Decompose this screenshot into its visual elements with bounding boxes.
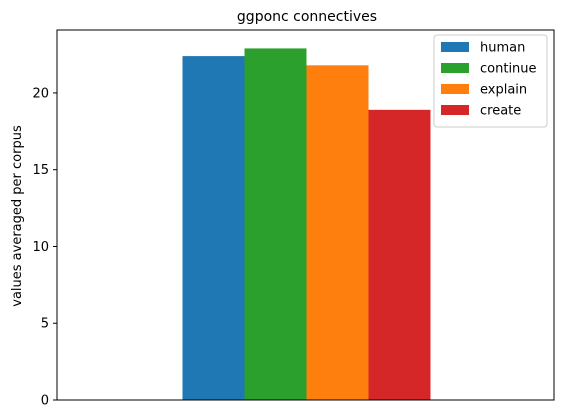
legend-label-human: human [480,41,525,56]
legend-swatch-explain [441,84,469,94]
bars [182,48,431,401]
y-tick-label: 0 [41,394,49,409]
legend: human continue explain create [433,34,548,128]
legend-label-create: create [480,104,521,119]
legend-swatch-continue [441,63,469,73]
bar-explain [306,65,369,400]
legend-label-explain: explain [480,83,527,98]
legend-swatch-human [441,42,469,52]
plot-frame [56,29,555,401]
bar-human [182,56,245,401]
chart-title: ggponc connectives [237,9,377,25]
y-tick-label: 20 [32,86,49,101]
y-tick-label: 5 [41,317,49,332]
legend-label-continue: continue [480,62,537,77]
legend-box [433,34,548,128]
y-tick-label: 15 [32,163,49,178]
bar-create [368,109,431,401]
y-axis-label: values averaged per corpus [10,125,25,307]
y-tick-label: 10 [32,240,49,255]
legend-swatch-create [441,105,469,115]
bar-continue [244,48,307,400]
y-axis-ticks: 0 5 10 15 20 [32,86,57,409]
legend-items: human continue explain create [441,41,537,119]
